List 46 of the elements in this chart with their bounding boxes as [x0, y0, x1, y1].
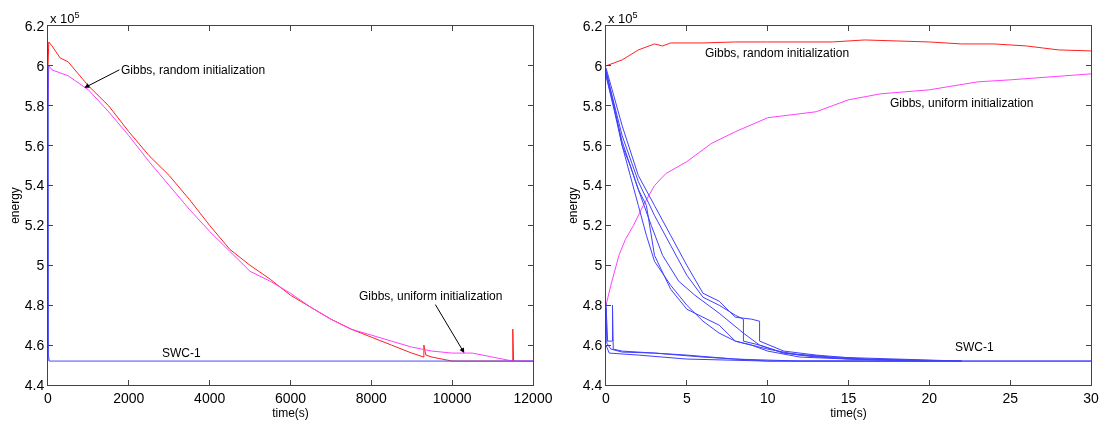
y-tick-label: 5.8	[582, 97, 603, 114]
y-tick-label: 5.6	[24, 137, 45, 154]
x-tick-label: 0	[602, 389, 611, 406]
x-tick-label: 2000	[113, 389, 145, 406]
y-tick-label: 5.4	[582, 177, 603, 194]
y-tick-label: 5.6	[582, 137, 603, 154]
x-tick-label: 6000	[274, 389, 307, 406]
y-tick-label: 4.8	[24, 297, 45, 314]
y-tick-label: 4.4	[24, 376, 45, 393]
x-tick-label: 10	[759, 389, 776, 406]
x-tick-label: 0	[44, 389, 53, 406]
y-tick-label: 6	[36, 57, 45, 74]
x-axis-title: time(s)	[830, 405, 867, 420]
annotation: SWC-1	[162, 346, 201, 360]
x-tick-label: 5	[682, 389, 691, 406]
annotation: Gibbs, random initialization	[121, 63, 266, 77]
y-tick-label: 4.8	[582, 297, 603, 314]
x-tick-label: 15	[840, 389, 857, 406]
x-tick-label: 10000	[432, 389, 472, 406]
x-tick-label: 4000	[194, 389, 226, 406]
x-tick-label: 20	[921, 389, 938, 406]
y-tick-label: 5	[36, 257, 45, 274]
y-tick-label: 4.4	[582, 376, 603, 393]
annotation: x 10$^{5}$	[50, 10, 80, 27]
y-tick-label: 5	[594, 257, 603, 274]
y-tick-label: 6.2	[24, 17, 45, 34]
x-tick-label: 8000	[355, 389, 388, 406]
annotation: x 10$^{5}$	[608, 10, 638, 27]
y-tick-label: 6.2	[582, 17, 603, 34]
x-tick-label: 12000	[513, 389, 553, 406]
y-tick-label: 5.8	[24, 97, 45, 114]
y-axis-title: energy	[566, 187, 581, 224]
y-tick-label: 5.4	[24, 177, 45, 194]
annotation: Gibbs, uniform initialization	[890, 96, 1034, 110]
annotation: Gibbs, uniform initialization	[359, 289, 503, 303]
annotation: SWC-1	[955, 340, 994, 354]
annotation: Gibbs, random initialization	[705, 46, 850, 60]
x-tick-label: 30	[1083, 389, 1099, 406]
x-tick-label: 25	[1002, 389, 1019, 406]
y-tick-label: 5.2	[24, 217, 45, 234]
y-tick-label: 4.6	[582, 337, 603, 354]
y-tick-label: 4.6	[24, 337, 45, 354]
y-tick-label: 6	[594, 57, 603, 74]
y-axis-title: energy	[8, 187, 23, 224]
y-tick-label: 5.2	[582, 217, 603, 234]
x-axis-title: time(s)	[272, 405, 309, 420]
